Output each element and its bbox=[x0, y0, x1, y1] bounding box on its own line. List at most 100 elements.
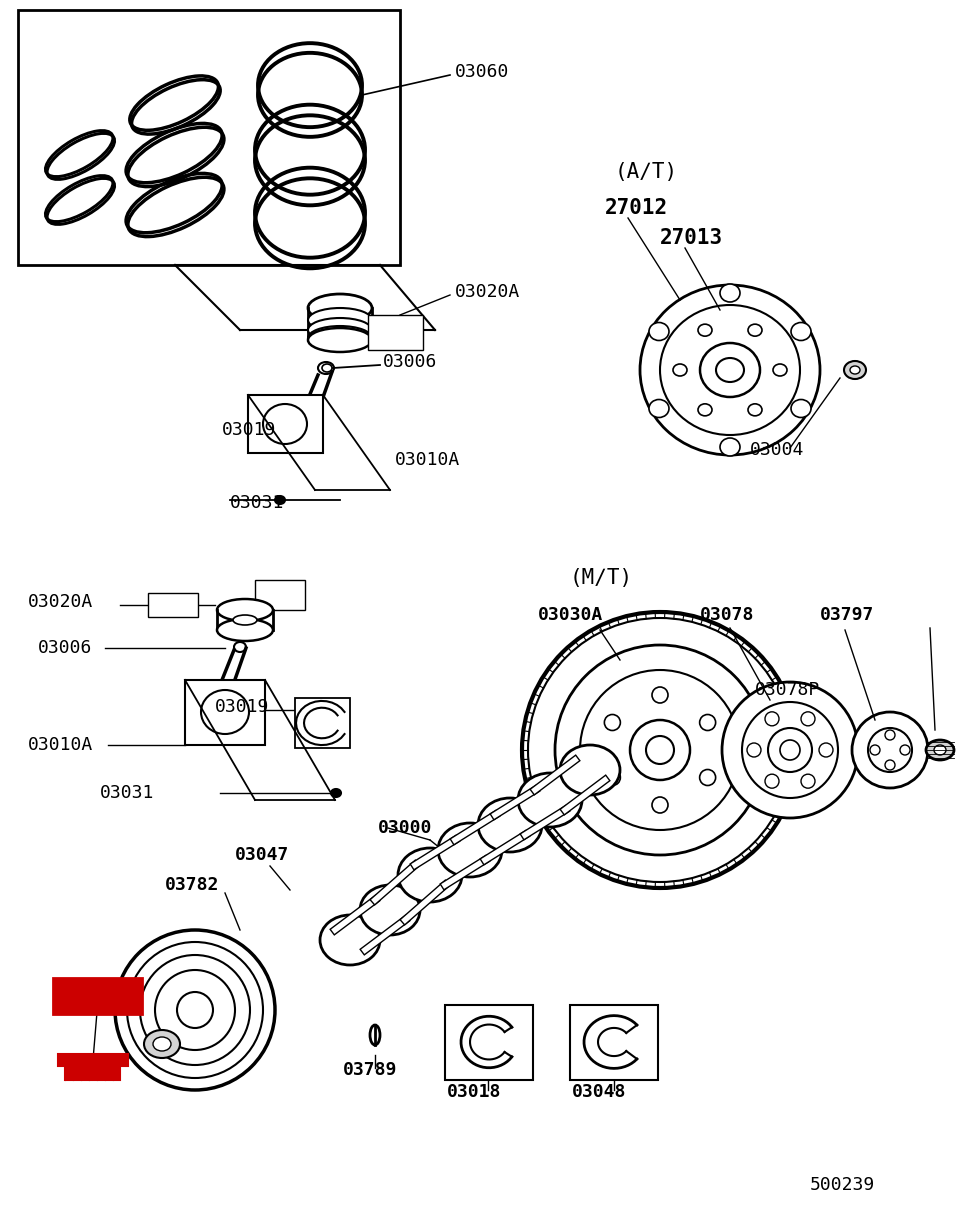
Text: 03789: 03789 bbox=[343, 1061, 397, 1079]
Ellipse shape bbox=[660, 305, 800, 436]
Ellipse shape bbox=[308, 309, 372, 332]
Text: 03006: 03006 bbox=[383, 353, 438, 371]
Ellipse shape bbox=[716, 358, 744, 382]
Ellipse shape bbox=[748, 324, 762, 336]
Ellipse shape bbox=[153, 1037, 171, 1051]
Ellipse shape bbox=[768, 728, 812, 772]
Ellipse shape bbox=[773, 364, 787, 376]
Bar bbox=[185, 680, 265, 745]
Ellipse shape bbox=[652, 797, 668, 813]
Text: 03031: 03031 bbox=[230, 494, 284, 512]
Ellipse shape bbox=[127, 943, 263, 1078]
Bar bbox=[58, 1054, 128, 1066]
Ellipse shape bbox=[518, 773, 582, 826]
Ellipse shape bbox=[398, 848, 462, 901]
Ellipse shape bbox=[320, 915, 380, 966]
Ellipse shape bbox=[308, 328, 372, 352]
Ellipse shape bbox=[560, 745, 620, 795]
Ellipse shape bbox=[155, 970, 235, 1050]
Text: 03030A: 03030A bbox=[538, 606, 603, 624]
Ellipse shape bbox=[646, 736, 674, 764]
Ellipse shape bbox=[177, 992, 213, 1028]
Bar bbox=[445, 1006, 533, 1081]
Bar bbox=[248, 394, 323, 453]
Ellipse shape bbox=[720, 284, 740, 302]
Ellipse shape bbox=[360, 885, 420, 935]
Ellipse shape bbox=[742, 702, 838, 799]
Ellipse shape bbox=[748, 404, 762, 416]
Text: 03031: 03031 bbox=[100, 784, 155, 802]
Ellipse shape bbox=[720, 438, 740, 456]
Text: 03020A: 03020A bbox=[455, 283, 520, 301]
Ellipse shape bbox=[885, 760, 895, 770]
Ellipse shape bbox=[885, 730, 895, 741]
Ellipse shape bbox=[868, 728, 912, 772]
Ellipse shape bbox=[844, 361, 866, 379]
Ellipse shape bbox=[926, 741, 954, 760]
Text: 27012: 27012 bbox=[605, 198, 668, 218]
Ellipse shape bbox=[605, 714, 620, 731]
Ellipse shape bbox=[263, 404, 307, 444]
Ellipse shape bbox=[870, 745, 880, 755]
Ellipse shape bbox=[722, 682, 858, 818]
Bar bbox=[570, 1006, 658, 1081]
Text: 03060: 03060 bbox=[455, 63, 510, 81]
Ellipse shape bbox=[649, 399, 669, 417]
Ellipse shape bbox=[700, 770, 715, 785]
Bar bbox=[65, 1058, 120, 1081]
Ellipse shape bbox=[555, 645, 765, 855]
Ellipse shape bbox=[233, 615, 257, 626]
Ellipse shape bbox=[275, 496, 285, 505]
Text: (A∕T): (A∕T) bbox=[615, 162, 678, 182]
Text: 03020A: 03020A bbox=[28, 593, 93, 611]
Ellipse shape bbox=[673, 364, 687, 376]
Text: 03006: 03006 bbox=[38, 639, 92, 657]
Text: 03078P: 03078P bbox=[755, 681, 820, 699]
Ellipse shape bbox=[478, 799, 542, 852]
Ellipse shape bbox=[580, 670, 740, 830]
Bar bbox=[148, 593, 198, 617]
Ellipse shape bbox=[801, 711, 815, 726]
Ellipse shape bbox=[640, 286, 820, 455]
Text: 03004: 03004 bbox=[750, 440, 804, 459]
Ellipse shape bbox=[765, 711, 779, 726]
Ellipse shape bbox=[652, 687, 668, 703]
Ellipse shape bbox=[140, 955, 250, 1065]
Ellipse shape bbox=[438, 823, 502, 877]
FancyBboxPatch shape bbox=[53, 978, 142, 1014]
Text: 03000: 03000 bbox=[378, 819, 432, 837]
Ellipse shape bbox=[308, 325, 372, 350]
Ellipse shape bbox=[780, 741, 800, 760]
Text: 03047: 03047 bbox=[235, 846, 289, 864]
Text: 03010A: 03010A bbox=[395, 451, 460, 469]
Text: 500239: 500239 bbox=[810, 1176, 876, 1194]
Ellipse shape bbox=[850, 365, 860, 374]
Text: 03010A: 03010A bbox=[28, 736, 93, 754]
Ellipse shape bbox=[819, 743, 833, 757]
Ellipse shape bbox=[115, 930, 275, 1090]
Ellipse shape bbox=[522, 612, 798, 888]
Ellipse shape bbox=[370, 1025, 380, 1045]
Ellipse shape bbox=[308, 294, 372, 322]
Ellipse shape bbox=[217, 620, 273, 641]
Ellipse shape bbox=[630, 720, 690, 780]
Text: 03019: 03019 bbox=[215, 698, 270, 716]
Ellipse shape bbox=[934, 745, 946, 755]
Ellipse shape bbox=[852, 711, 928, 788]
Ellipse shape bbox=[605, 770, 620, 785]
Ellipse shape bbox=[747, 743, 761, 757]
Text: 03013: 03013 bbox=[57, 987, 111, 1006]
Ellipse shape bbox=[308, 318, 372, 342]
Ellipse shape bbox=[791, 399, 811, 417]
Ellipse shape bbox=[217, 599, 273, 621]
Text: 03019: 03019 bbox=[222, 421, 276, 439]
Text: 27013: 27013 bbox=[660, 227, 723, 248]
Bar bbox=[18, 10, 400, 265]
Text: 03797: 03797 bbox=[820, 606, 875, 624]
Bar bbox=[295, 698, 350, 748]
Ellipse shape bbox=[791, 323, 811, 340]
Text: (M∕T): (M∕T) bbox=[570, 567, 634, 588]
Text: 03048: 03048 bbox=[572, 1083, 626, 1101]
Ellipse shape bbox=[801, 774, 815, 788]
Ellipse shape bbox=[331, 789, 341, 797]
